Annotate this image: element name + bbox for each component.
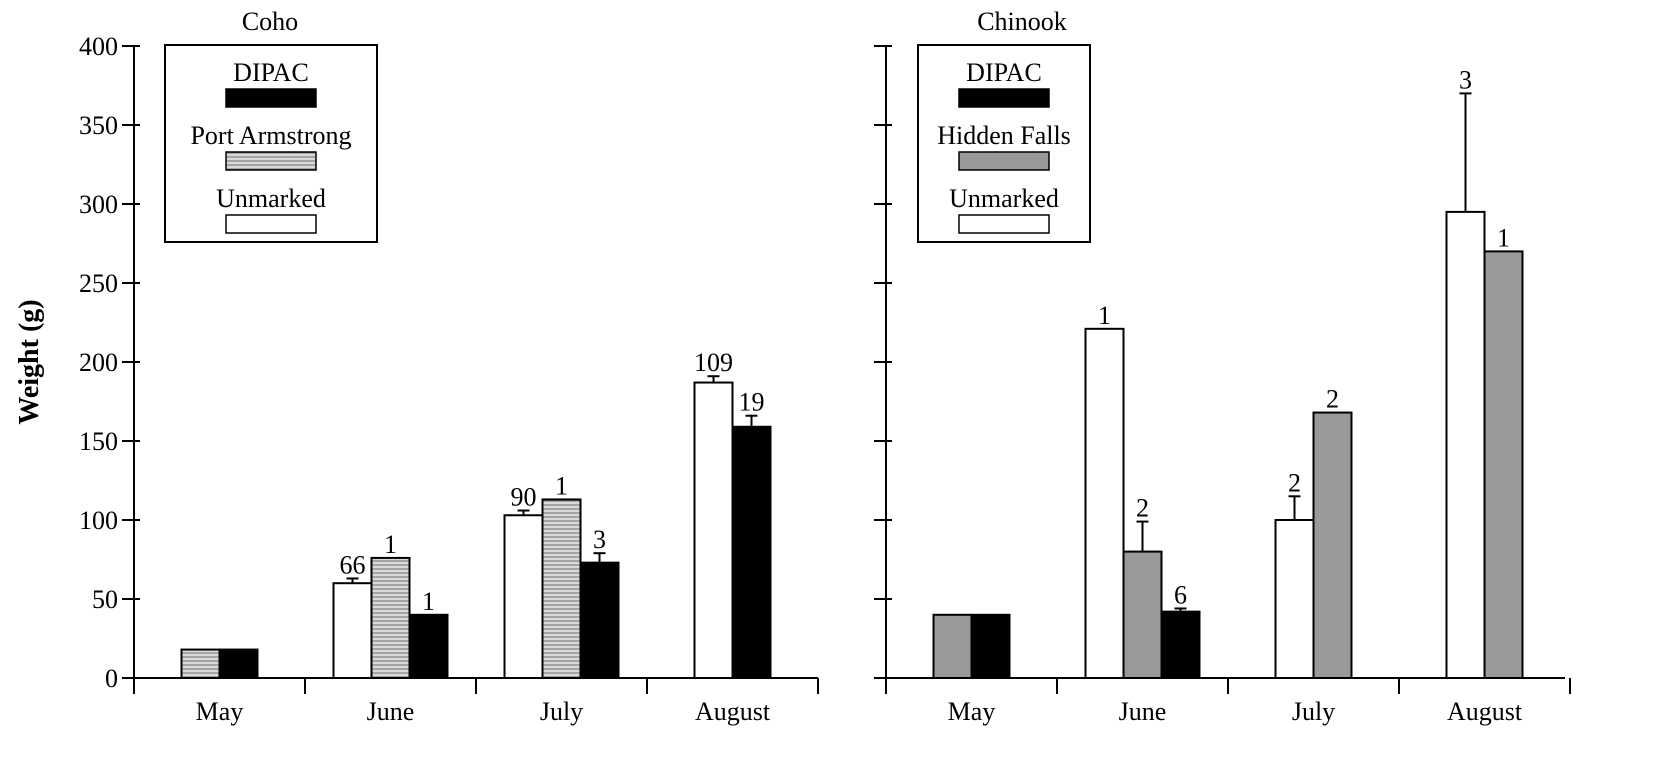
x-tick-label: July (540, 697, 583, 726)
data-label: 2 (1326, 385, 1339, 414)
bar (180, 648, 221, 679)
x-tick-label: June (1119, 697, 1167, 726)
legend-label: DIPAC (966, 58, 1042, 87)
bar (1122, 550, 1163, 679)
legend-label: DIPAC (233, 58, 309, 87)
chart-title: Coho (242, 7, 298, 36)
data-label: 2 (1136, 494, 1149, 523)
y-tick-label: 300 (79, 190, 118, 219)
bar (541, 498, 582, 679)
x-tick-label: July (1292, 697, 1335, 726)
bar (1274, 519, 1315, 679)
bar (1084, 327, 1125, 679)
x-tick-label: August (695, 697, 771, 726)
data-label: 1 (555, 471, 568, 500)
bar (1445, 210, 1486, 679)
legend-swatch (958, 151, 1050, 171)
legend-swatch (225, 88, 317, 108)
data-label: 1 (1098, 301, 1111, 330)
bar (579, 561, 620, 679)
legend-label: Unmarked (949, 184, 1059, 213)
legend-swatch (225, 214, 317, 234)
bar (503, 514, 544, 680)
legend-box (164, 44, 378, 243)
y-tick-label: 250 (79, 269, 118, 298)
y-tick-label: 150 (79, 427, 118, 456)
legend-swatch (958, 88, 1050, 108)
data-label: 1 (422, 587, 435, 616)
data-label: 90 (511, 483, 537, 512)
x-tick-label: June (367, 697, 415, 726)
chart-title: Chinook (977, 7, 1067, 36)
bar (1312, 411, 1353, 679)
x-tick-label: May (948, 697, 996, 726)
x-tick-label: May (196, 697, 244, 726)
y-axis-label: Weight (g) (14, 299, 45, 424)
legend-label: Unmarked (216, 184, 326, 213)
bar (218, 648, 259, 679)
legend-swatch (225, 151, 317, 171)
data-label: 3 (1459, 65, 1472, 94)
y-tick-label: 200 (79, 348, 118, 377)
data-label: 2 (1288, 468, 1301, 497)
bar (731, 425, 772, 679)
bar (1483, 250, 1524, 679)
bar (370, 556, 411, 679)
data-label: 3 (593, 525, 606, 554)
bar (932, 613, 973, 679)
y-tick-label: 400 (79, 32, 118, 61)
y-tick-label: 0 (105, 664, 118, 693)
legend-label: Port Armstrong (190, 121, 351, 150)
y-tick-label: 100 (79, 506, 118, 535)
y-tick-label: 350 (79, 111, 118, 140)
data-label: 6 (1174, 580, 1187, 609)
legend-label: Hidden Falls (937, 121, 1071, 150)
data-label: 1 (1497, 223, 1510, 252)
x-tick-label: August (1447, 697, 1523, 726)
bar (332, 582, 373, 680)
bar (408, 613, 449, 679)
bar (693, 381, 734, 679)
legend-box (917, 44, 1091, 243)
legend-swatch (958, 214, 1050, 234)
data-label: 66 (340, 550, 366, 579)
bar (970, 613, 1011, 679)
data-label: 19 (739, 388, 765, 417)
data-label: 109 (694, 348, 733, 377)
bar (1160, 610, 1201, 680)
y-tick-label: 50 (92, 585, 118, 614)
data-label: 1 (384, 530, 397, 559)
